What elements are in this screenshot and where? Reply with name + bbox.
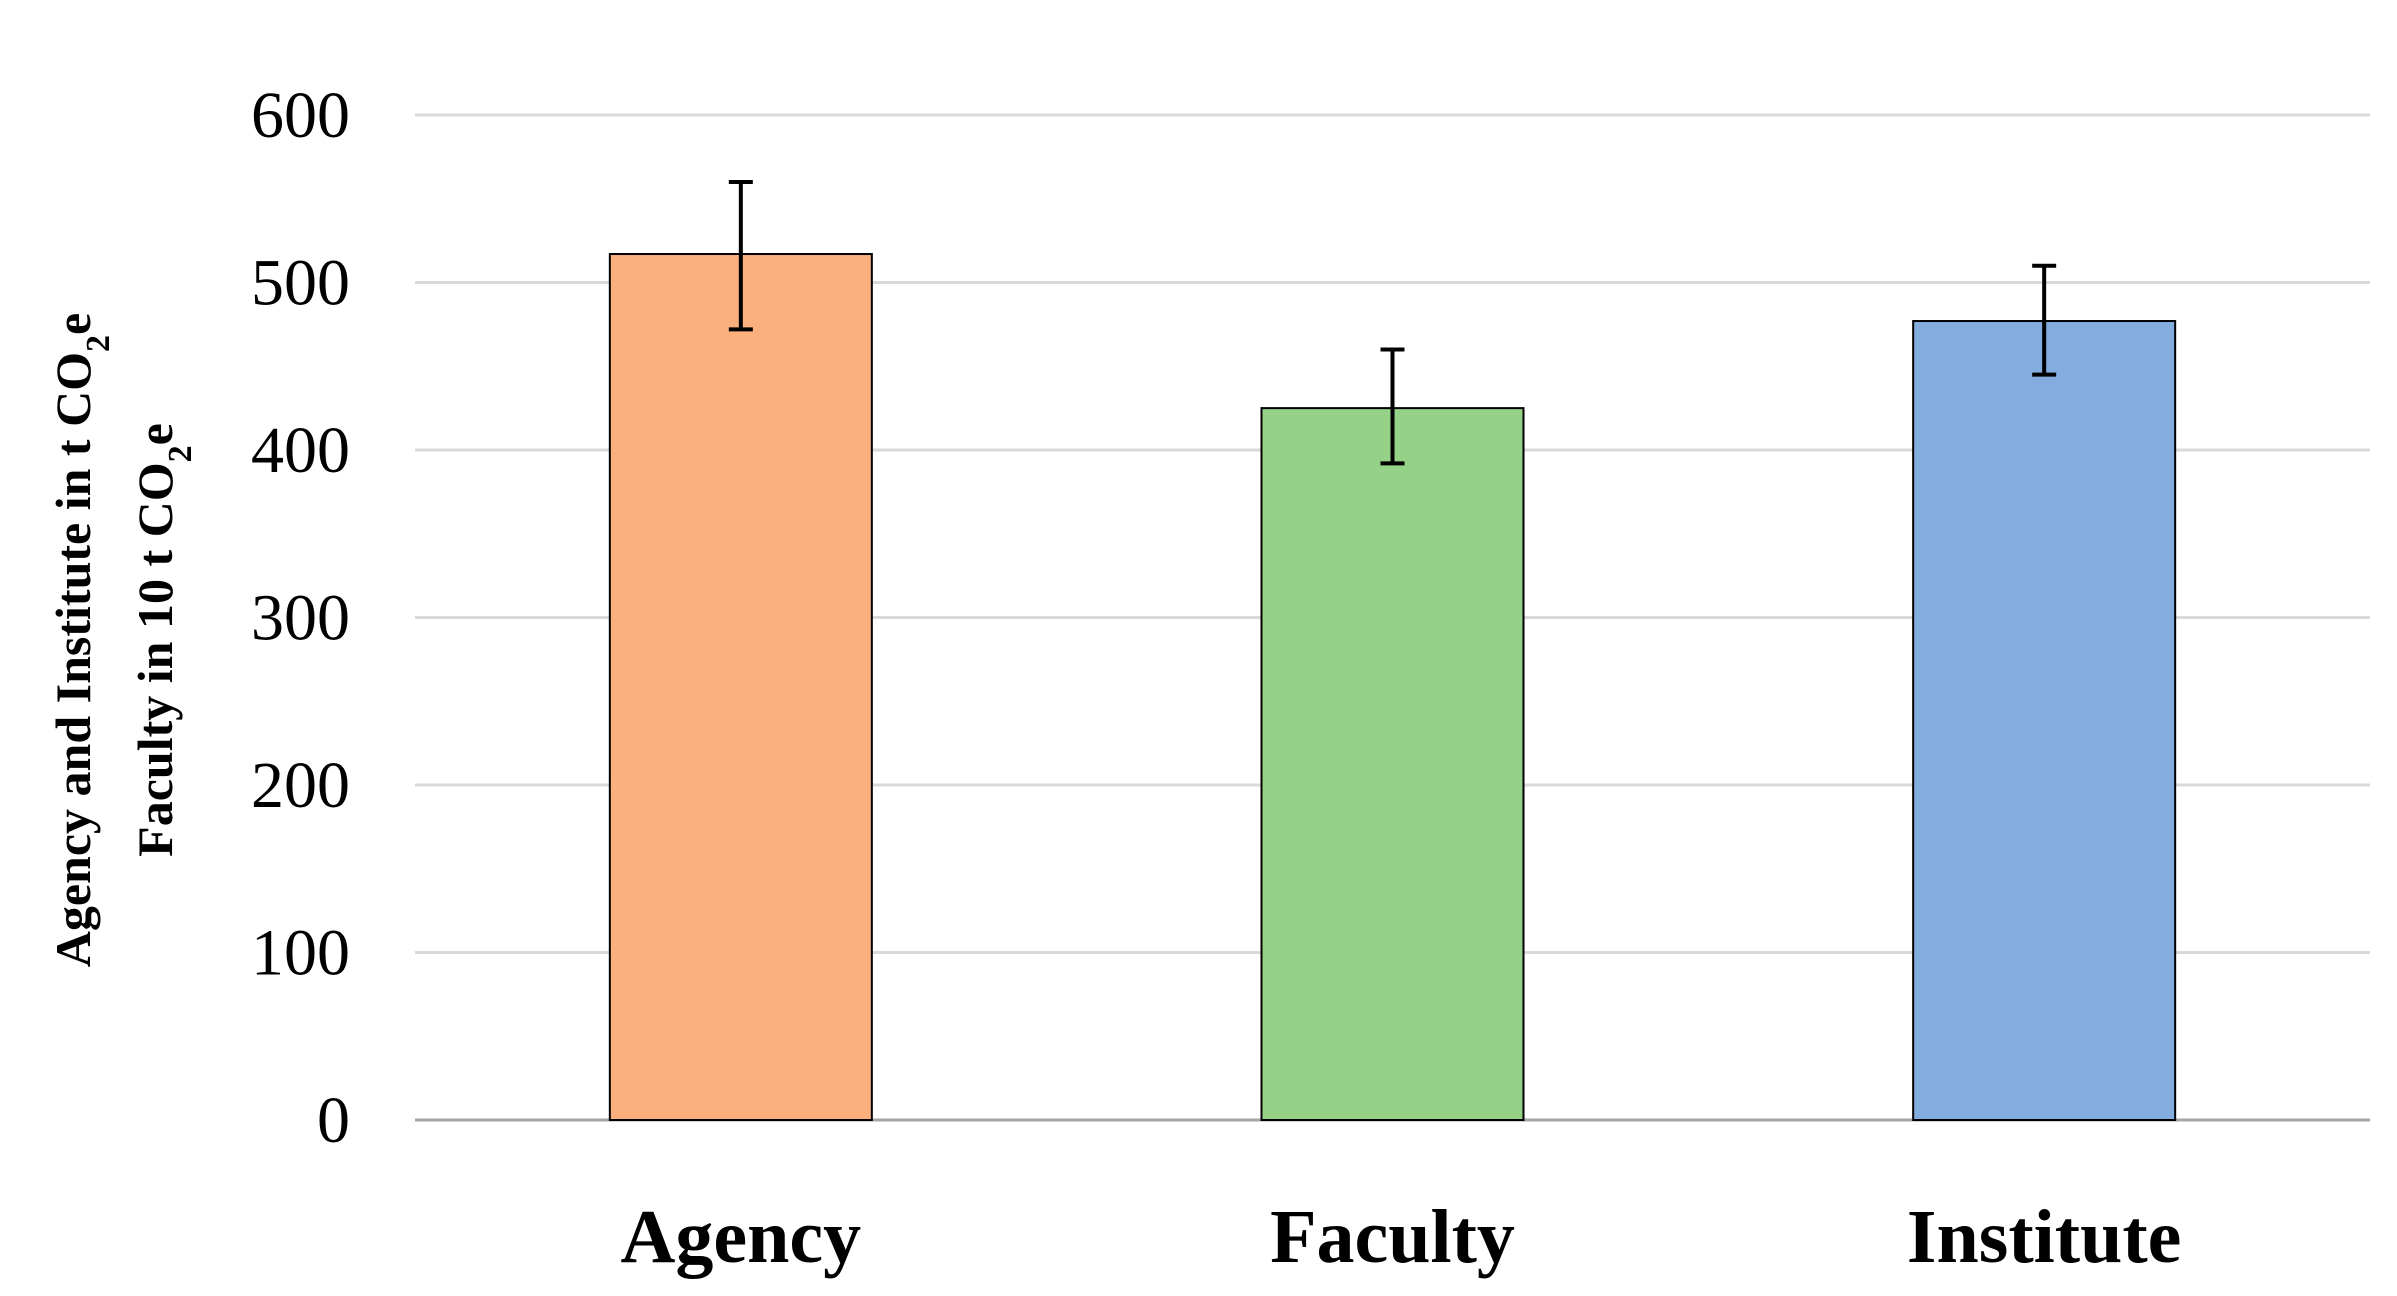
y-tick-label: 300 <box>251 582 350 655</box>
bar-faculty <box>1260 407 1525 1121</box>
y-axis-title-line-2-end: e <box>127 423 183 445</box>
y-axis-title-line-1-end: e <box>45 313 101 335</box>
y-axis-title-line-2-subscript: 2 <box>162 445 199 462</box>
error-bar-institute <box>2032 263 2057 377</box>
y-axis-title-line-2-text: Faculty in 10 t CO <box>127 462 183 856</box>
x-category-labels: Agency Faculty Institute <box>621 1195 2182 1279</box>
y-axis-title-line-1-subscript: 2 <box>80 335 117 352</box>
y-tick-label: 0 <box>317 1084 350 1157</box>
error-bar-faculty <box>1380 347 1405 466</box>
y-axis-title: Agency and Institute in t CO2e Faculty i… <box>45 313 199 968</box>
y-axis-title-line-1-text: Agency and Institute in t CO <box>45 352 101 967</box>
x-category-label: Agency <box>621 1195 862 1279</box>
y-axis-title-line-1: Agency and Institute in t CO2e <box>45 313 117 968</box>
x-category-label: Faculty <box>1270 1195 1515 1279</box>
y-tick-label: 600 <box>251 79 350 152</box>
y-tick-label: 200 <box>251 749 350 822</box>
y-tick-label: 500 <box>251 247 350 320</box>
bar-institute <box>1912 320 2177 1121</box>
bars <box>608 253 2177 1121</box>
y-axis-title-line-2: Faculty in 10 t CO2e <box>127 423 199 857</box>
bar-agency <box>608 253 873 1121</box>
x-category-label: Institute <box>1907 1195 2181 1279</box>
error-bar-agency <box>728 180 753 332</box>
error-bars <box>728 180 2057 466</box>
y-tick-label: 100 <box>251 917 350 990</box>
y-tick-labels: 0 100 200 300 400 500 600 <box>251 79 350 1157</box>
y-tick-label: 400 <box>251 414 350 487</box>
